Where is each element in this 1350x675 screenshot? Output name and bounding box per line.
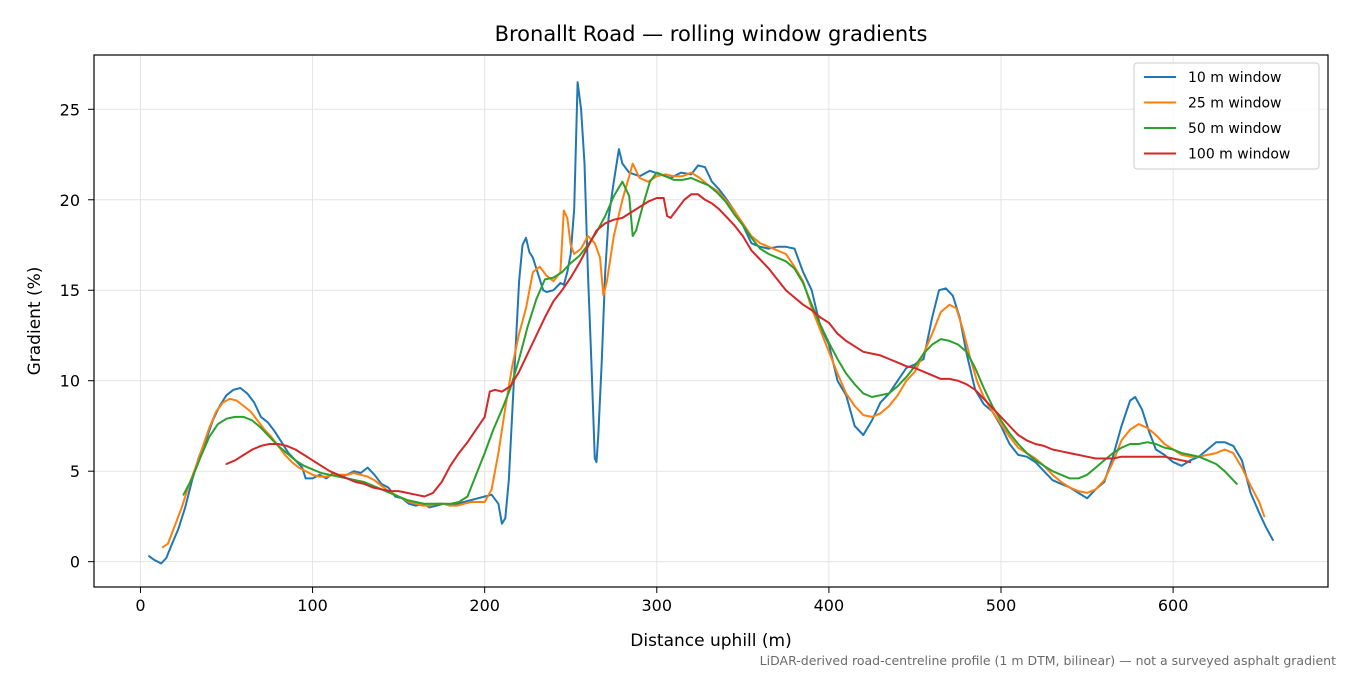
y-axis: 0 5 10 15 20 25 [60, 100, 94, 572]
y-tick-label: 5 [70, 462, 80, 481]
legend-box [1133, 62, 1320, 170]
y-tick-label: 0 [70, 553, 80, 572]
x-tick-label: 600 [1158, 596, 1189, 615]
x-tick-label: 300 [642, 596, 673, 615]
chart-caption: LiDAR-derived road-centreline profile (1… [760, 653, 1336, 668]
y-tick-label: 25 [60, 100, 80, 119]
series-line-100-m-window [225, 193, 1192, 498]
legend-label: 25 m window [1188, 96, 1281, 112]
x-axis-label: Distance uphill (m) [630, 631, 791, 651]
legend-label: 10 m window [1188, 70, 1281, 86]
legend: 10 m window 25 m window 50 m window 100 m w… [1133, 62, 1320, 170]
grid-lines [94, 55, 1328, 587]
y-tick-label: 15 [60, 281, 80, 300]
x-tick-label: 500 [986, 596, 1017, 615]
y-tick-label: 10 [60, 372, 80, 391]
y-tick-label: 20 [60, 191, 80, 210]
chart-title: Bronallt Road — rolling window gradients [495, 22, 928, 46]
x-axis: 0 100 200 300 400 500 600 [135, 587, 1188, 615]
y-axis-label: Gradient (%) [25, 267, 45, 376]
series-layer [148, 81, 1274, 565]
x-tick-label: 100 [297, 596, 328, 615]
legend-label: 100 m window [1188, 147, 1290, 163]
plot-frame [93, 54, 1329, 588]
series-line-50-m-window [182, 171, 1238, 505]
x-tick-label: 200 [469, 596, 500, 615]
x-tick-label: 0 [135, 596, 145, 615]
x-tick-label: 400 [814, 596, 845, 615]
legend-label: 50 m window [1188, 121, 1281, 137]
